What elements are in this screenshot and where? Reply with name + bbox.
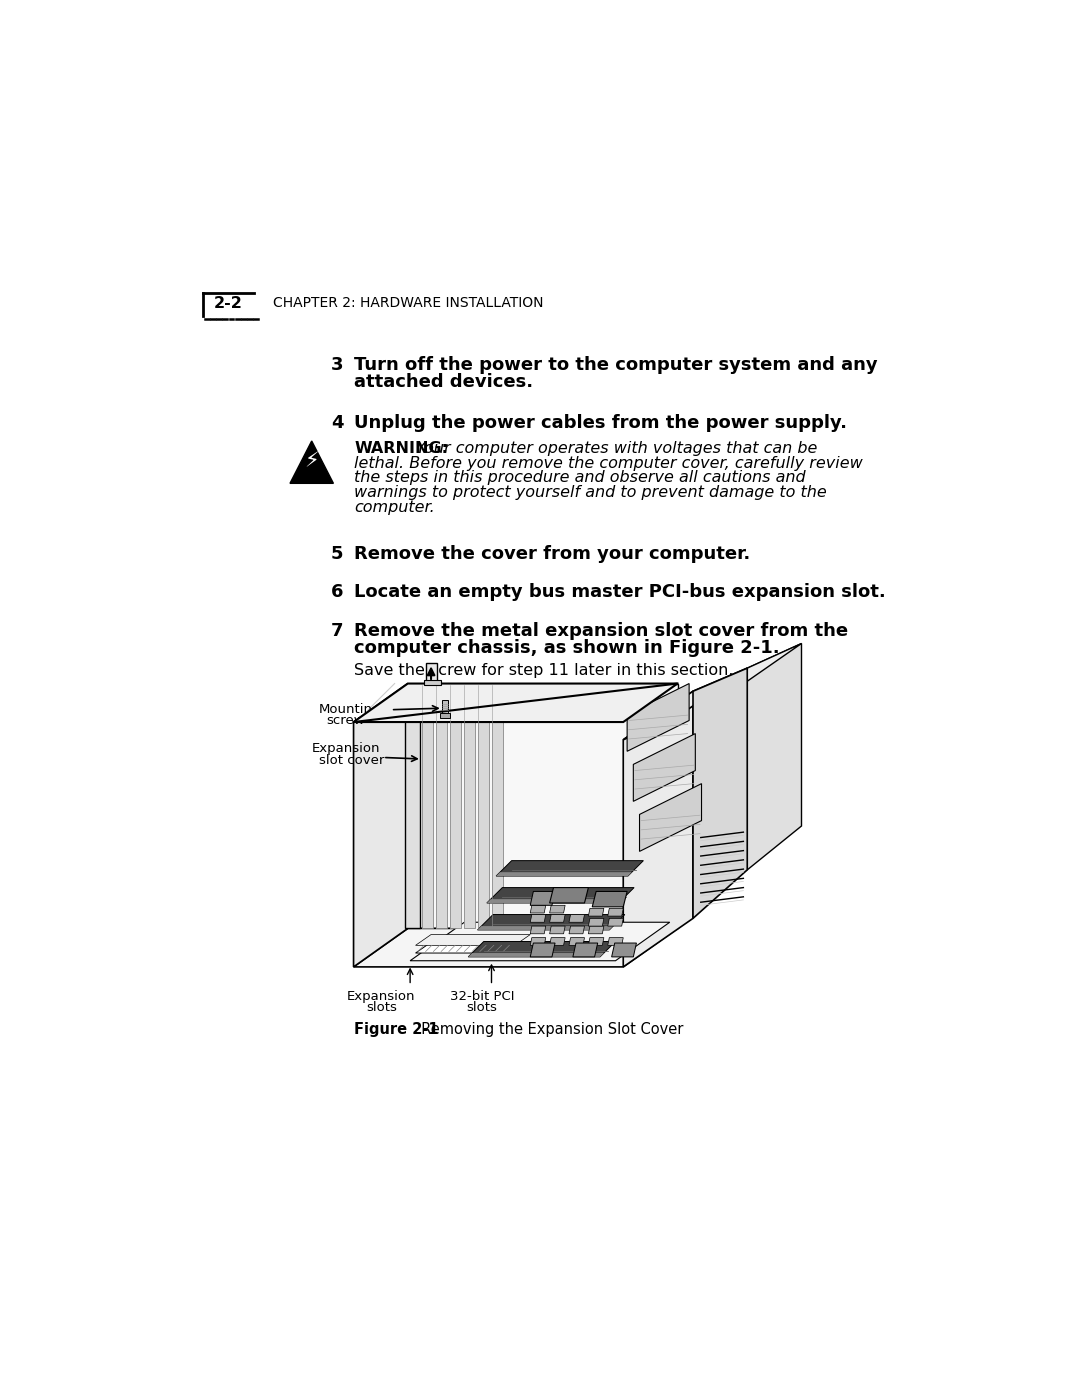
Text: slots: slots [467, 1000, 498, 1014]
Text: Expansion: Expansion [312, 742, 380, 754]
Polygon shape [416, 942, 530, 953]
Polygon shape [442, 700, 448, 712]
Polygon shape [426, 662, 437, 683]
Polygon shape [569, 915, 584, 922]
Polygon shape [530, 943, 555, 957]
Polygon shape [693, 668, 747, 918]
Text: 32-bit PCI: 32-bit PCI [450, 990, 514, 1003]
Polygon shape [487, 900, 622, 902]
Text: Removing the Expansion Slot Cover: Removing the Expansion Slot Cover [411, 1023, 683, 1038]
Text: 2-2: 2-2 [214, 296, 243, 312]
Polygon shape [550, 926, 565, 933]
Polygon shape [627, 683, 689, 752]
Polygon shape [572, 943, 597, 957]
Text: Unplug the power cables from the power supply.: Unplug the power cables from the power s… [354, 414, 848, 432]
Polygon shape [623, 692, 693, 967]
Text: slot cover: slot cover [320, 753, 384, 767]
Polygon shape [550, 915, 565, 922]
Text: 3: 3 [332, 356, 343, 374]
Text: screw: screw [326, 714, 365, 728]
Text: CHAPTER 2: HARDWARE INSTALLATION: CHAPTER 2: HARDWARE INSTALLATION [273, 296, 543, 310]
Polygon shape [677, 644, 801, 717]
Polygon shape [569, 926, 584, 933]
Polygon shape [449, 685, 461, 929]
Polygon shape [496, 872, 632, 876]
Polygon shape [410, 922, 670, 961]
Text: Your computer operates with voltages that can be: Your computer operates with voltages tha… [410, 441, 818, 455]
Polygon shape [589, 937, 604, 946]
Polygon shape [608, 918, 623, 926]
Polygon shape [496, 861, 644, 876]
Text: Turn off the power to the computer system and any: Turn off the power to the computer syste… [354, 356, 878, 374]
Polygon shape [353, 683, 408, 967]
Polygon shape [477, 685, 489, 929]
Text: WARNING:: WARNING: [354, 441, 448, 455]
Polygon shape [550, 887, 589, 902]
Text: computer.: computer. [354, 500, 435, 514]
Polygon shape [469, 953, 604, 957]
Polygon shape [477, 926, 613, 930]
Polygon shape [487, 887, 634, 902]
Text: computer chassis, as shown in Figure 2-1.: computer chassis, as shown in Figure 2-1… [354, 638, 780, 657]
Polygon shape [569, 937, 584, 946]
Text: 4: 4 [332, 414, 343, 432]
Polygon shape [747, 644, 801, 870]
Polygon shape [530, 937, 545, 946]
Polygon shape [422, 685, 433, 929]
Polygon shape [405, 685, 420, 929]
Text: warnings to protect yourself and to prevent damage to the: warnings to protect yourself and to prev… [354, 485, 827, 500]
Text: lethal. Before you remove the computer cover, carefully review: lethal. Before you remove the computer c… [354, 455, 863, 471]
Polygon shape [639, 784, 702, 851]
Text: 6: 6 [332, 584, 343, 602]
Polygon shape [611, 943, 636, 957]
Polygon shape [441, 712, 449, 718]
Text: slots: slots [366, 1000, 396, 1014]
Polygon shape [408, 683, 677, 929]
Polygon shape [416, 935, 530, 946]
Polygon shape [589, 908, 604, 916]
Polygon shape [550, 937, 565, 946]
Polygon shape [550, 905, 565, 914]
Text: the steps in this procedure and observe all cautions and: the steps in this procedure and observe … [354, 471, 806, 485]
Polygon shape [530, 891, 555, 905]
Polygon shape [623, 668, 747, 740]
Polygon shape [633, 733, 696, 802]
Polygon shape [463, 685, 475, 929]
Polygon shape [353, 683, 677, 722]
Polygon shape [491, 685, 503, 929]
Polygon shape [424, 680, 441, 685]
Text: Save the screw for step 11 later in this section.: Save the screw for step 11 later in this… [354, 662, 733, 678]
Text: Expansion: Expansion [347, 990, 416, 1003]
Polygon shape [589, 926, 604, 933]
Text: 5: 5 [332, 545, 343, 563]
Polygon shape [608, 908, 623, 916]
Text: Mounting: Mounting [319, 703, 381, 715]
Polygon shape [592, 891, 627, 907]
Text: ⚡: ⚡ [305, 451, 319, 472]
Polygon shape [589, 918, 604, 926]
Polygon shape [435, 685, 447, 929]
Text: Remove the metal expansion slot cover from the: Remove the metal expansion slot cover fr… [354, 622, 849, 640]
Polygon shape [530, 905, 545, 914]
Text: Figure 2-1: Figure 2-1 [354, 1023, 438, 1038]
Polygon shape [608, 937, 623, 946]
Text: Locate an empty bus master PCI-bus expansion slot.: Locate an empty bus master PCI-bus expan… [354, 584, 886, 602]
Polygon shape [530, 915, 545, 922]
Polygon shape [469, 942, 616, 957]
Polygon shape [291, 441, 334, 483]
Polygon shape [530, 926, 545, 933]
Text: 7: 7 [332, 622, 343, 640]
Text: Remove the cover from your computer.: Remove the cover from your computer. [354, 545, 751, 563]
Polygon shape [353, 929, 677, 967]
Polygon shape [477, 915, 625, 930]
Text: attached devices.: attached devices. [354, 373, 534, 391]
